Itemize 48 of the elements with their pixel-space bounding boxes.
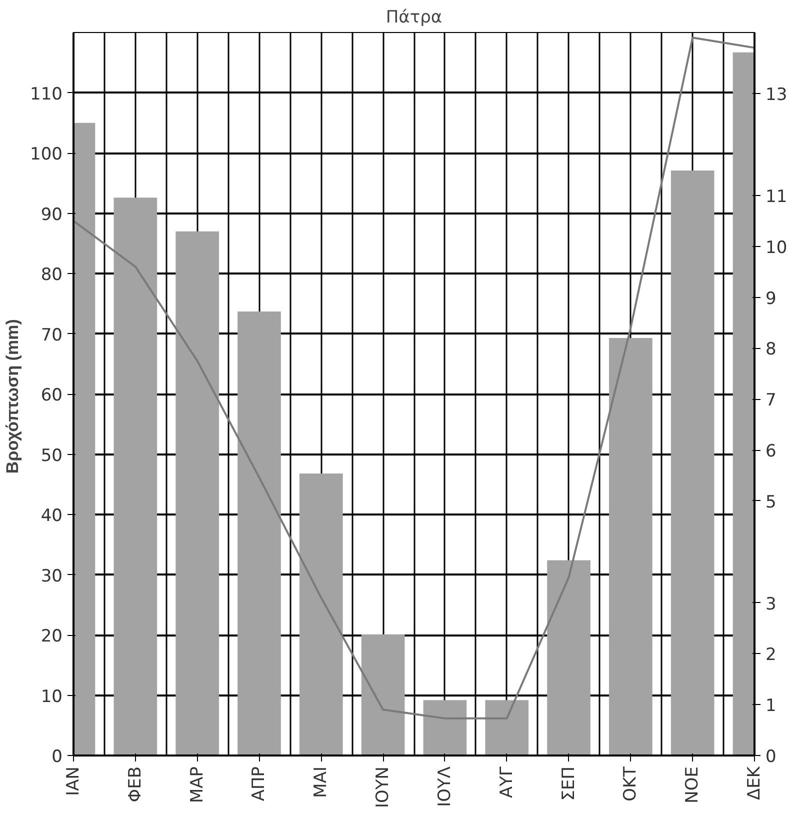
y2-tick-label: 7 (766, 390, 776, 411)
bar (609, 338, 652, 756)
bar (238, 311, 281, 756)
y-tick-label: 0 (52, 747, 63, 767)
y-tick-label: 30 (40, 566, 63, 586)
y-tick-label: 50 (40, 446, 63, 466)
y2-tick-label: 8 (766, 340, 776, 360)
bar (485, 700, 529, 756)
y-tick-label: 10 (40, 686, 63, 707)
bar (547, 560, 590, 756)
x-tick-label: ΝΟΕ (682, 766, 703, 804)
y2-tick-label: 9 (766, 288, 776, 309)
x-tick-label: ΣΕΠ (558, 766, 579, 801)
y-tick-label: 60 (40, 386, 63, 406)
x-tick-label: ΟΚΤ (620, 766, 641, 802)
x-tick-label: ΙΟΥΝ (373, 766, 394, 808)
y2-tick-label: 1 (766, 696, 776, 716)
x-tick-label: ΦΕΒ (125, 766, 146, 802)
y2-tick-label: 10 (766, 238, 788, 258)
y-tick-label: 100 (30, 144, 63, 164)
chart-title: Πάτρα (386, 8, 442, 28)
y-tick-label: 80 (40, 265, 63, 285)
y-axis-title: Βροχόπτωση (mm) (3, 319, 22, 474)
x-tick-label: ΙΟΥΛ (434, 766, 455, 807)
bar (299, 474, 343, 756)
x-tick-label: ΔΕΚ (744, 766, 764, 800)
y-tick-label: 90 (40, 204, 63, 225)
y2-tick-label: 5 (766, 492, 776, 512)
x-tick-label: ΑΠΡ (249, 766, 270, 802)
bar (670, 170, 714, 756)
y-tick-label: 70 (40, 325, 63, 346)
y2-tick-label: 3 (766, 594, 776, 614)
x-tick-label: ΑΥΓ (496, 766, 517, 798)
bar (361, 634, 405, 756)
y2-tick-label: 13 (766, 85, 788, 106)
x-tick-label: ΙΑΝ (64, 766, 84, 796)
x-tick-label: ΜΑΙ (311, 766, 332, 798)
bar (423, 700, 467, 756)
y2-tick-label: 2 (766, 645, 776, 666)
y2-tick-label: 11 (766, 186, 788, 207)
y-tick-label: 40 (40, 506, 63, 526)
y-tick-label: 20 (40, 626, 63, 646)
bar (176, 231, 219, 756)
bar (114, 198, 158, 756)
y2-tick-label: 6 (766, 442, 776, 462)
y-tick-label: 110 (30, 84, 63, 104)
y2-tick-label: 0 (766, 747, 776, 767)
x-tick-label: ΜΑΡ (187, 766, 208, 804)
